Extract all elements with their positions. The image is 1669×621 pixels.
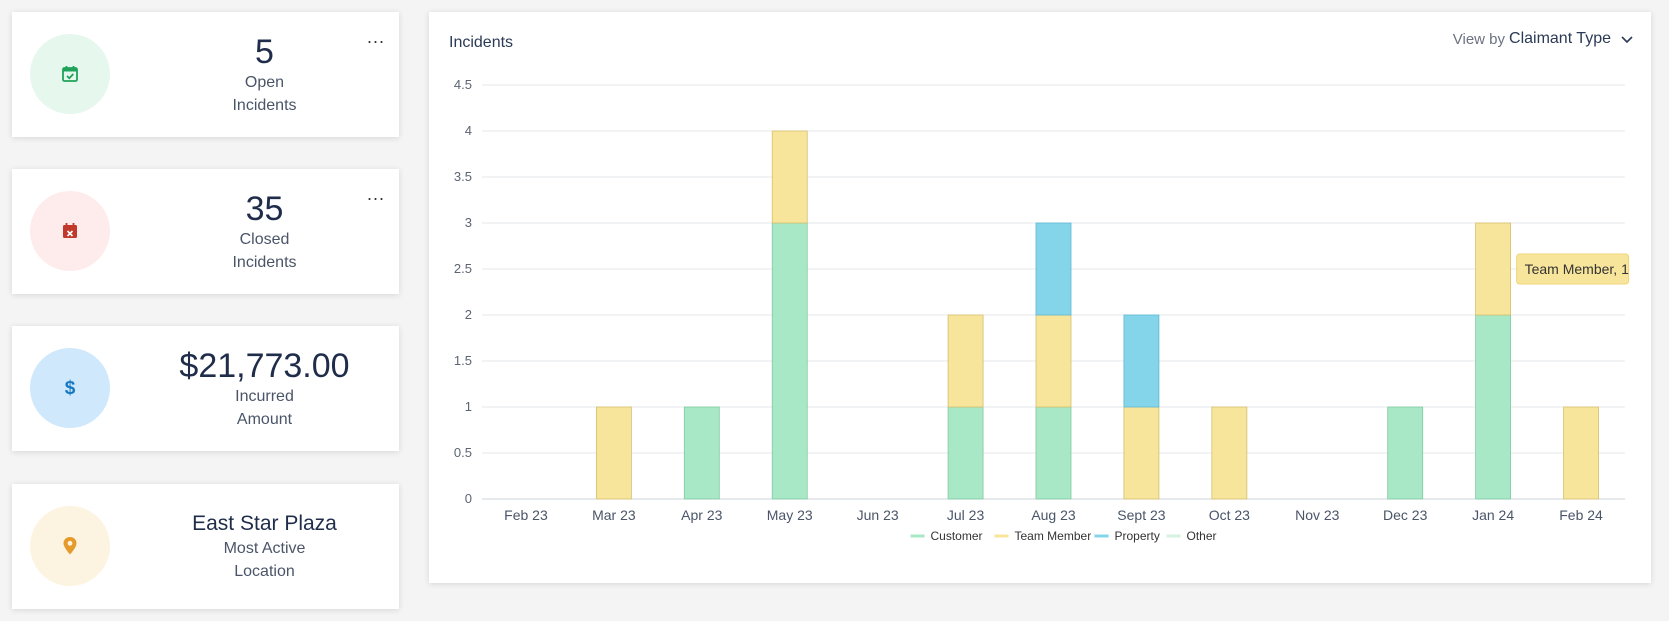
dollar-icon: $ <box>65 378 76 399</box>
x-tick-label: Nov 23 <box>1295 507 1340 523</box>
x-tick-label: Jun 23 <box>857 507 899 523</box>
svg-text:$: $ <box>65 378 76 399</box>
calendar-x-icon <box>63 223 77 238</box>
closed-incidents-card: ... 35 Closed Incidents <box>12 169 399 294</box>
incurred-amount-card: $ $21,773.00 Incurred Amount <box>12 326 399 451</box>
view-by-selected-value: Claimant Type <box>1509 30 1611 47</box>
y-tick-label: 0.5 <box>454 445 472 460</box>
y-tick-label: 4 <box>465 123 472 138</box>
open-incidents-value: 5 <box>255 32 274 71</box>
incurred-amount-value: $21,773.00 <box>179 346 350 385</box>
incidents-stacked-bar-chart: 0 0.5 1 1.5 2 2.5 3 3.5 4 4.5 Feb 23 Mar 23 Apr 23 Ma… <box>454 77 1630 543</box>
legend-label: Other <box>1187 529 1217 543</box>
most-active-location-label-line1: Most Active <box>223 539 306 557</box>
y-tick-label: 3.5 <box>454 169 472 184</box>
bar-team-member <box>1035 314 1072 408</box>
closed-incidents-icon-circle <box>30 191 110 271</box>
incurred-amount-body: $21,773.00 Incurred Amount <box>162 326 367 451</box>
bar-property <box>1035 222 1072 316</box>
bar-team-member <box>1211 406 1248 500</box>
open-incidents-label-line2: Incidents <box>232 96 297 114</box>
legend-label: Team Member <box>1015 529 1092 543</box>
view-by-dropdown[interactable]: View by Claimant Type <box>1453 30 1635 48</box>
view-by-label: View by <box>1452 30 1506 48</box>
bar-customer <box>1475 314 1512 500</box>
closed-incidents-value: 35 <box>245 189 284 228</box>
closed-incidents-body: 35 Closed Incidents <box>162 169 367 294</box>
most-active-location-label-line2: Location <box>234 562 295 580</box>
bar-team-member <box>947 314 984 408</box>
x-tick-label: Jan 24 <box>1472 507 1514 523</box>
most-active-location-body: East Star Plaza Most Active Location <box>162 484 367 609</box>
y-tick-label: 2 <box>465 307 472 322</box>
incidents-chart-panel: Incidents View by Claimant Type 0 0.5 1 1.5… <box>429 12 1651 583</box>
y-tick-label: 4.5 <box>454 77 472 92</box>
open-incidents-label-line1: Open <box>244 73 285 91</box>
chart-tooltip <box>1516 253 1630 285</box>
x-tick-label: Feb 24 <box>1559 507 1603 523</box>
bar-customer <box>947 406 984 500</box>
x-tick-label: Sept 23 <box>1117 507 1165 523</box>
y-tick-label: 2.5 <box>454 261 472 276</box>
x-tick-label: Mar 23 <box>592 507 636 523</box>
bar-customer <box>1387 406 1424 500</box>
legend-label: Customer <box>931 529 983 543</box>
x-tick-label: Apr 23 <box>681 507 722 523</box>
y-tick-label: 1 <box>465 399 472 414</box>
y-tick-label: 1.5 <box>454 353 472 368</box>
open-incidents-icon-circle <box>30 34 110 114</box>
chart-title: Incidents <box>449 34 514 51</box>
incurred-amount-label-line2: Amount <box>236 410 293 428</box>
chart-tooltip-text: Team Member, 1 <box>1525 261 1629 277</box>
bar-property <box>1123 314 1160 408</box>
legend-label: Property <box>1115 529 1160 543</box>
most-active-location-card: East Star Plaza Most Active Location <box>12 484 399 609</box>
x-tick-label: Oct 23 <box>1209 507 1250 523</box>
bar-team-member <box>595 406 632 500</box>
y-tick-label: 3 <box>465 215 472 230</box>
most-active-location-icon-circle <box>30 506 110 586</box>
map-pin-icon <box>63 537 77 555</box>
x-tick-label: Dec 23 <box>1383 507 1428 523</box>
calendar-check-icon <box>62 66 78 82</box>
bar-customer <box>683 406 720 500</box>
most-active-location-value: East Star Plaza <box>192 511 337 535</box>
y-tick-label: 0 <box>465 491 472 506</box>
incurred-amount-icon-circle: $ <box>30 348 110 428</box>
bar-team-member <box>1123 406 1160 500</box>
bar-team-member <box>1475 222 1512 316</box>
incurred-amount-label-line1: Incurred <box>235 387 294 405</box>
bar-customer <box>771 222 808 500</box>
closed-incidents-label-line1: Closed <box>239 230 290 248</box>
x-tick-label: May 23 <box>767 507 813 523</box>
closed-incidents-label-line2: Incidents <box>232 253 297 271</box>
x-tick-label: Jul 23 <box>947 507 985 523</box>
bar-team-member <box>1563 406 1599 500</box>
open-incidents-menu-button[interactable]: ... <box>366 27 385 47</box>
x-tick-label: Aug 23 <box>1031 507 1076 523</box>
open-incidents-body: 5 Open Incidents <box>162 12 367 137</box>
x-tick-label: Feb 23 <box>504 507 548 523</box>
bar-team-member <box>771 130 808 224</box>
chevron-down-icon <box>1621 36 1633 44</box>
closed-incidents-menu-button[interactable]: ... <box>366 184 385 204</box>
bar-customer <box>1035 406 1072 500</box>
open-incidents-card: ... 5 Open Incidents <box>12 12 399 137</box>
